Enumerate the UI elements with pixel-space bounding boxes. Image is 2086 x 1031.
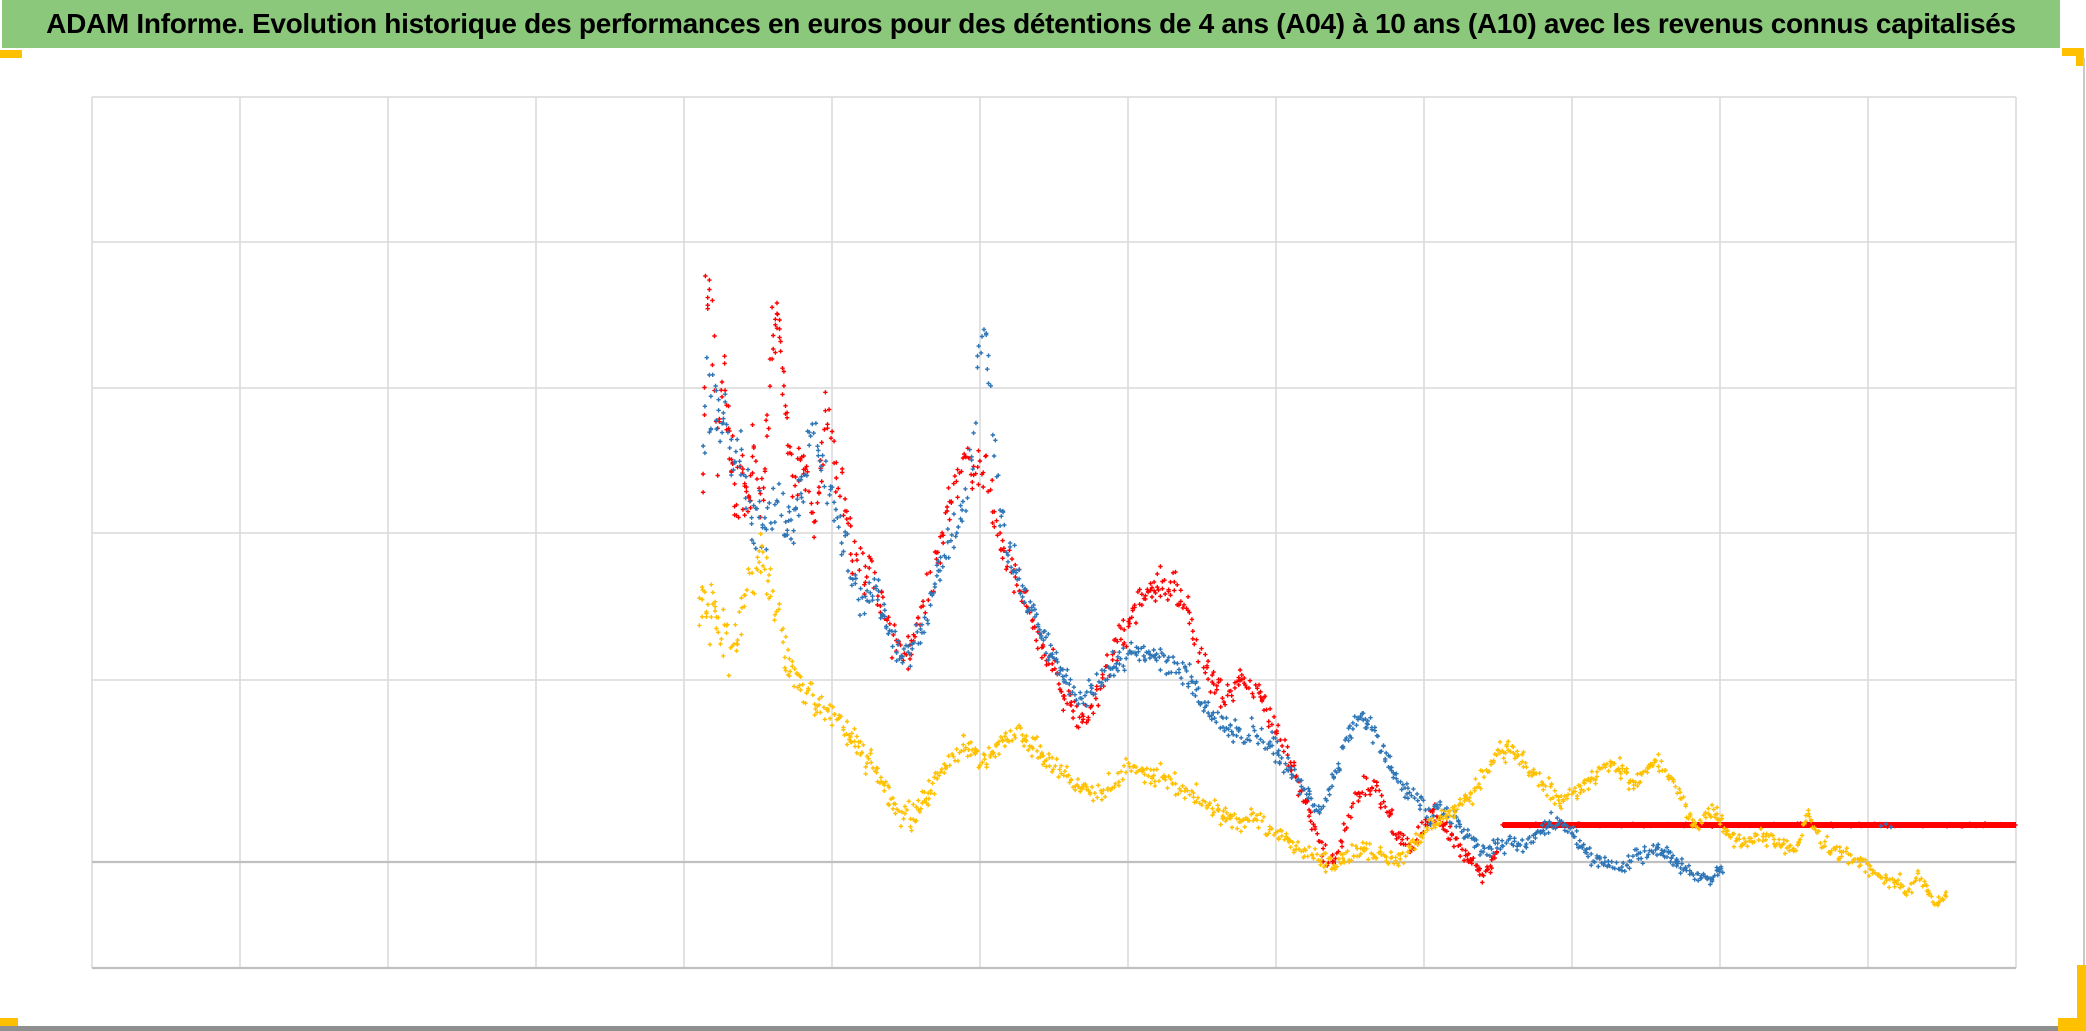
scatter-series-blue xyxy=(701,327,1894,887)
corner-mark-top-left xyxy=(0,50,22,58)
corner-mark-top-right-h xyxy=(2062,48,2084,56)
corner-mark-top-right-v xyxy=(2076,48,2084,66)
bottom-edge-bar xyxy=(0,1026,2086,1031)
scatter-series-gold xyxy=(697,531,1949,908)
page-title: ADAM Informe. Evolution historique des p… xyxy=(46,8,2016,39)
right-edge-line xyxy=(2083,58,2085,1031)
corner-mark-bottom-right-h xyxy=(2058,1018,2086,1031)
scatter-series-red xyxy=(700,273,2018,885)
corner-mark-bottom-right-v xyxy=(2077,965,2086,1031)
slide-title-bar: ADAM Informe. Evolution historique des p… xyxy=(2,0,2060,48)
